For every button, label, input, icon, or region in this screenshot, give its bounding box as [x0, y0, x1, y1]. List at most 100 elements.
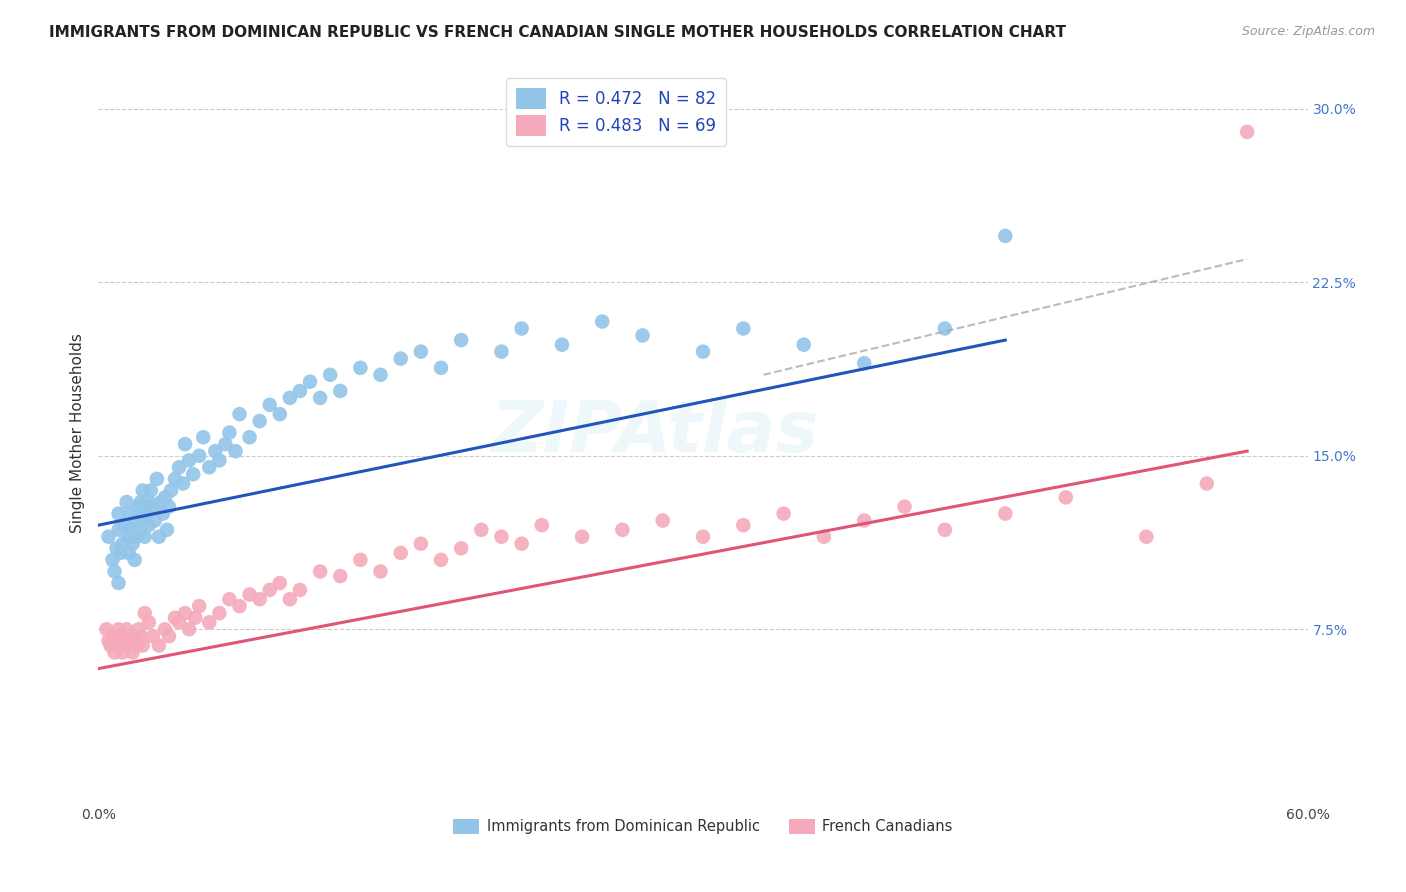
Point	[430, 360, 453, 375]
Text: ZIPAtlas: ZIPAtlas	[491, 398, 818, 467]
Point	[349, 360, 371, 375]
Point	[389, 546, 412, 560]
Point	[733, 321, 755, 335]
Point	[148, 639, 170, 653]
Point	[198, 615, 221, 630]
Point	[132, 639, 155, 653]
Point	[591, 314, 613, 328]
Point	[124, 514, 146, 528]
Point	[152, 507, 174, 521]
Point	[224, 444, 246, 458]
Point	[409, 344, 432, 359]
Point	[994, 507, 1017, 521]
Point	[103, 565, 125, 579]
Point	[1195, 476, 1218, 491]
Point	[96, 622, 118, 636]
Point	[167, 460, 190, 475]
Point	[370, 565, 392, 579]
Point	[163, 610, 186, 624]
Point	[450, 333, 472, 347]
Point	[139, 483, 162, 498]
Point	[134, 500, 156, 514]
Point	[163, 472, 186, 486]
Point	[1236, 125, 1258, 139]
Point	[188, 599, 211, 614]
Point	[118, 546, 141, 560]
Text: Source: ZipAtlas.com: Source: ZipAtlas.com	[1241, 25, 1375, 38]
Point	[160, 483, 183, 498]
Point	[309, 391, 332, 405]
Point	[571, 530, 593, 544]
Point	[114, 633, 136, 648]
Point	[107, 622, 129, 636]
Point	[179, 622, 201, 636]
Point	[184, 610, 207, 624]
Point	[97, 530, 120, 544]
Point	[228, 407, 250, 421]
Point	[121, 645, 143, 659]
Point	[218, 425, 240, 440]
Point	[148, 530, 170, 544]
Point	[134, 606, 156, 620]
Point	[813, 530, 835, 544]
Point	[309, 565, 332, 579]
Point	[389, 351, 412, 366]
Point	[491, 344, 513, 359]
Point	[135, 507, 157, 521]
Point	[167, 615, 190, 630]
Point	[1135, 530, 1157, 544]
Point	[491, 530, 513, 544]
Point	[114, 518, 136, 533]
Point	[129, 629, 152, 643]
Point	[172, 476, 194, 491]
Point	[631, 328, 654, 343]
Point	[198, 460, 221, 475]
Point	[115, 495, 138, 509]
Point	[124, 553, 146, 567]
Point	[115, 622, 138, 636]
Point	[103, 645, 125, 659]
Point	[153, 622, 176, 636]
Point	[138, 518, 160, 533]
Point	[239, 588, 262, 602]
Point	[153, 491, 176, 505]
Point	[142, 629, 165, 643]
Point	[249, 592, 271, 607]
Point	[174, 437, 197, 451]
Point	[132, 514, 155, 528]
Point	[181, 467, 204, 482]
Point	[107, 507, 129, 521]
Point	[510, 321, 533, 335]
Point	[128, 622, 150, 636]
Point	[111, 645, 134, 659]
Point	[107, 576, 129, 591]
Point	[692, 530, 714, 544]
Point	[319, 368, 342, 382]
Point	[174, 606, 197, 620]
Point	[107, 639, 129, 653]
Point	[118, 639, 141, 653]
Y-axis label: Single Mother Households: Single Mother Households	[69, 333, 84, 533]
Point	[125, 530, 148, 544]
Legend: Immigrants from Dominican Republic, French Canadians: Immigrants from Dominican Republic, Fren…	[447, 813, 959, 840]
Point	[370, 368, 392, 382]
Text: IMMIGRANTS FROM DOMINICAN REPUBLIC VS FRENCH CANADIAN SINGLE MOTHER HOUSEHOLDS C: IMMIGRANTS FROM DOMINICAN REPUBLIC VS FR…	[49, 25, 1066, 40]
Point	[249, 414, 271, 428]
Point	[101, 553, 124, 567]
Point	[101, 629, 124, 643]
Point	[409, 536, 432, 550]
Point	[893, 500, 915, 514]
Point	[994, 229, 1017, 244]
Point	[450, 541, 472, 556]
Point	[772, 507, 794, 521]
Point	[138, 615, 160, 630]
Point	[793, 337, 815, 351]
Point	[146, 472, 169, 486]
Point	[149, 495, 172, 509]
Point	[105, 541, 128, 556]
Point	[110, 629, 132, 643]
Point	[278, 391, 301, 405]
Point	[204, 444, 226, 458]
Point	[129, 523, 152, 537]
Point	[110, 546, 132, 560]
